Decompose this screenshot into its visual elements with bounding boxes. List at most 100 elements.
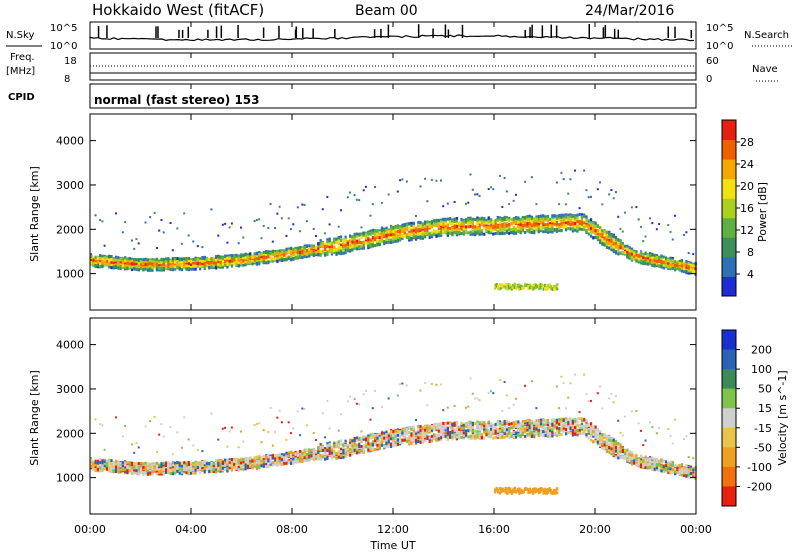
velocity-cell (103, 466, 106, 470)
power-cell (437, 229, 440, 233)
velocity-cell (90, 463, 93, 467)
power-cell (160, 258, 163, 262)
power-cell (514, 220, 518, 224)
power-cell (101, 258, 104, 262)
power-cell (155, 259, 159, 263)
power-cell (610, 245, 613, 249)
power-cell (424, 229, 427, 233)
power-cell (528, 217, 531, 221)
velocity-cell (339, 454, 343, 458)
power-cell (219, 263, 222, 267)
power-cell (526, 224, 529, 228)
velocity-cell (160, 470, 163, 474)
power-cell (201, 259, 204, 263)
velocity-cell (137, 468, 140, 472)
velocity-cell (276, 463, 279, 467)
power-cell (605, 242, 609, 246)
power-cell (446, 228, 449, 232)
power-cell (487, 226, 490, 230)
velocity-cell (101, 459, 104, 463)
power-cell (355, 239, 359, 243)
power-cell (176, 257, 179, 261)
power-cell (121, 264, 125, 268)
power-cell (592, 236, 595, 240)
power-cell (339, 243, 343, 247)
velocity-cell (217, 438, 220, 441)
power-cell (214, 263, 218, 267)
power-cell (571, 215, 574, 219)
velocity-cell (228, 430, 231, 433)
power-cell (571, 222, 574, 226)
power-cell (628, 246, 631, 250)
power-cell (124, 257, 127, 261)
power-cell (505, 218, 509, 222)
velocity-cell (249, 464, 252, 468)
power-cell (414, 230, 418, 234)
power-cell (401, 234, 404, 238)
power-cell (489, 226, 493, 230)
velocity-cell (312, 457, 315, 461)
power-cell (351, 244, 354, 248)
power-cell (449, 222, 452, 226)
power-cell (289, 228, 292, 231)
power-cell (485, 221, 488, 225)
power-cell (687, 269, 690, 273)
velocity-cell (130, 443, 133, 446)
power-cell (253, 252, 256, 256)
power-cell (274, 249, 277, 253)
velocity-cell (155, 461, 159, 465)
velocity-cell (208, 468, 211, 472)
velocity-cell (94, 459, 97, 463)
velocity-cell (328, 452, 331, 456)
velocity-cell (280, 455, 284, 459)
power-cell (262, 256, 265, 260)
power-cell (549, 217, 552, 221)
power-cell (346, 196, 349, 199)
power-cell (467, 221, 470, 225)
velocity-cell (196, 466, 200, 470)
power-cell (176, 265, 179, 269)
power-cell (535, 215, 538, 219)
colorbar-tick-label: 20 (740, 180, 754, 193)
power-cell (385, 232, 388, 236)
power-cell (362, 231, 365, 235)
velocity-cell (201, 460, 204, 464)
power-cell (521, 224, 524, 228)
power-cell (289, 250, 293, 254)
velocity-cell (269, 460, 272, 464)
power-cell (437, 223, 440, 227)
velocity-cell (280, 461, 284, 465)
power-cell (630, 257, 634, 261)
power-cell (556, 287, 559, 291)
power-cell (521, 228, 524, 232)
power-cell (564, 203, 567, 206)
power-cell (637, 260, 640, 264)
power-cell (387, 193, 390, 196)
power-cell (664, 256, 668, 260)
velocity-cell (146, 466, 150, 470)
colorbar-segment (722, 217, 736, 238)
power-cell (376, 239, 379, 243)
colorbar-segment (722, 256, 736, 277)
power-cell (317, 242, 320, 246)
power-cell (678, 259, 681, 263)
power-cell (255, 252, 259, 256)
power-cell (442, 217, 445, 221)
power-cell (155, 262, 159, 266)
velocity-cell (228, 458, 231, 462)
power-cell (353, 241, 356, 245)
power-cell (446, 226, 449, 230)
power-cell (612, 238, 615, 242)
power-cell (635, 253, 638, 257)
power-cell (601, 242, 604, 246)
power-cell (187, 234, 190, 237)
power-cell (260, 258, 263, 262)
power-cell (133, 258, 136, 262)
power-cell (212, 260, 215, 264)
velocity-cell (128, 468, 131, 472)
power-cell (567, 219, 570, 223)
power-cell (674, 263, 677, 267)
power-cell (183, 260, 186, 264)
power-cell (153, 264, 156, 268)
power-cell (585, 219, 588, 223)
